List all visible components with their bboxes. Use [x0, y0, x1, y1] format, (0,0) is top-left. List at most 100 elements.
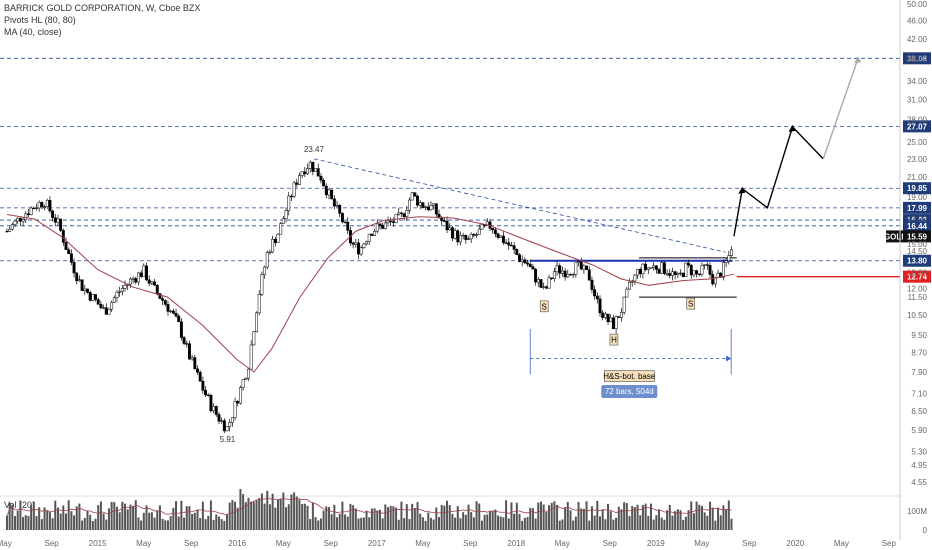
candle-body	[721, 262, 725, 278]
candle-body	[190, 357, 194, 360]
volume-ma-line	[6, 497, 732, 517]
volume-bar	[89, 514, 92, 530]
volume-bar	[185, 506, 188, 530]
volume-bar	[615, 517, 618, 530]
candle-body	[523, 259, 527, 264]
volume-bar	[134, 500, 137, 530]
candle-body	[577, 261, 580, 264]
candle-body	[179, 321, 183, 338]
candle-body	[397, 212, 401, 215]
candle-body	[507, 242, 511, 246]
candle-body	[617, 316, 621, 318]
level-tag: 16.44	[903, 219, 931, 232]
volume-bar	[472, 517, 475, 530]
level-tag: 19.85	[903, 182, 931, 195]
candle-body	[654, 265, 658, 270]
candle-body	[429, 205, 433, 211]
candle-body	[587, 269, 591, 281]
volume-bar	[156, 510, 159, 530]
volume-bar	[483, 514, 486, 530]
volume-bar	[639, 515, 642, 530]
volume-bar	[19, 500, 22, 530]
volume-bar	[690, 501, 693, 530]
y-tick-label: 13.00	[907, 269, 928, 278]
y-tick-label: 50.00	[907, 0, 928, 9]
candle-body	[493, 229, 497, 235]
volume-bar	[521, 520, 524, 530]
candle-body	[579, 261, 583, 270]
candle-body	[703, 264, 707, 266]
candle-body	[295, 182, 299, 185]
volume-bar	[636, 504, 639, 530]
volume-bar	[550, 502, 553, 530]
candle-body	[520, 259, 524, 262]
candle-body	[104, 307, 108, 315]
candle-body	[496, 233, 500, 238]
volume-bar	[486, 514, 489, 530]
candle-body	[601, 312, 605, 318]
volume-bar	[67, 500, 70, 530]
volume-bar	[623, 502, 626, 530]
volume-bar	[336, 517, 339, 530]
level-tag: 13.80	[903, 254, 931, 267]
candle-body	[504, 242, 508, 244]
volume-bar	[183, 517, 186, 530]
candle-body	[314, 168, 318, 172]
level-tag: 17.99	[903, 201, 931, 214]
x-tick-label: Sep	[882, 539, 897, 548]
volume-bar	[625, 503, 628, 530]
volume-bar	[325, 506, 328, 530]
volume-bar	[674, 511, 677, 530]
volume-bar	[599, 516, 601, 530]
candle-body	[399, 212, 403, 214]
volume-bar	[322, 510, 325, 530]
volume-bar	[446, 500, 449, 530]
candle-body	[332, 198, 336, 207]
candle-body	[222, 420, 226, 432]
candle-body	[432, 203, 436, 206]
volume-bar	[126, 509, 129, 530]
volume-bar	[153, 517, 156, 530]
candle-body	[558, 265, 562, 274]
candle-body	[83, 288, 87, 291]
symbol-tag-text: GOLD	[884, 232, 907, 241]
volume-bar	[228, 502, 231, 530]
volume-bar	[397, 519, 400, 530]
y-tick-label: 4.55	[911, 478, 927, 487]
y-tick-label: 9.50	[911, 331, 927, 340]
candle-body	[381, 224, 385, 229]
candle-body	[459, 235, 462, 243]
candle-body	[327, 189, 331, 196]
x-tick-label: May	[694, 539, 709, 548]
measure-arrowhead	[726, 355, 732, 362]
y-tick-label: 31.00	[907, 95, 928, 104]
volume-bar	[344, 514, 347, 530]
volume-bar	[687, 510, 690, 530]
candle-body	[145, 265, 148, 281]
candle-body	[150, 281, 154, 284]
candle-body	[378, 223, 382, 226]
pivots-indicator-label: Pivots HL (80, 80)	[4, 15, 76, 25]
y-tick-label: 25.00	[907, 138, 928, 147]
candle-body	[196, 368, 199, 373]
candle-body	[99, 304, 103, 308]
volume-bar	[440, 504, 443, 530]
volume-bar	[150, 512, 153, 530]
left-shoulder-label-bg	[539, 300, 549, 313]
volume-bar	[204, 519, 207, 530]
volume-bar	[421, 517, 424, 530]
volume-bar	[5, 515, 8, 530]
candle-body	[402, 213, 406, 217]
candle-body	[620, 312, 623, 318]
candle-body	[319, 175, 323, 181]
candle-body	[499, 235, 503, 238]
y-tick-label: 10.50	[907, 311, 928, 320]
volume-bar	[534, 518, 537, 530]
volume-bar	[429, 517, 432, 530]
volume-bar	[668, 504, 671, 530]
candle-body	[730, 249, 733, 256]
volume-bar	[22, 517, 25, 530]
volume-bar	[480, 520, 483, 530]
volume-bar	[285, 507, 288, 530]
